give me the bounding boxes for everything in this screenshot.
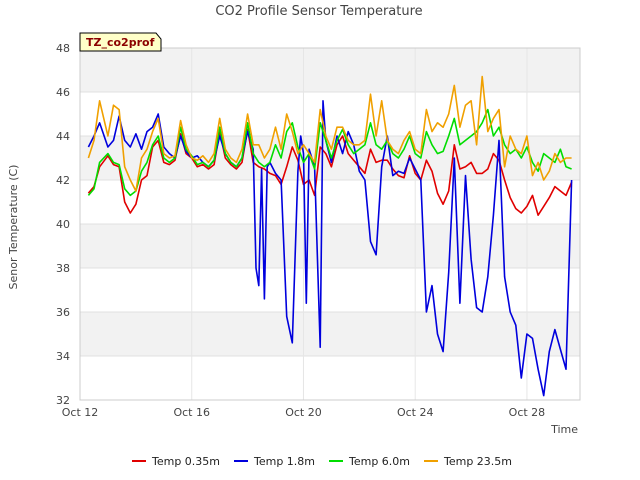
y-tick-label: 34 — [56, 350, 70, 363]
plot-frame — [79, 47, 581, 401]
y-tick-label: 38 — [56, 262, 70, 275]
y-axis-ticks: 32 34 36 38 40 42 44 46 48 — [56, 42, 70, 407]
legend-entry: Temp 0.35m — [151, 455, 220, 468]
y-tick-label: 46 — [56, 86, 70, 99]
series-lines — [87, 75, 573, 397]
series-line-3 — [87, 108, 572, 197]
y-tick-label: 44 — [56, 130, 70, 143]
y-axis-label: Senor Temperature (C) — [7, 165, 20, 290]
x-tick-label: Oct 20 — [285, 406, 322, 419]
x-axis-label: Time — [550, 423, 578, 436]
legend: Temp 0.35m Temp 1.8m Temp 6.0m Temp 23.5m — [132, 455, 512, 468]
series-line-4 — [87, 75, 572, 192]
x-axis-ticks: Oct 12 Oct 16 Oct 20 Oct 24 Oct 28 — [62, 406, 545, 419]
legend-entry: Temp 6.0m — [348, 455, 410, 468]
x-tick-label: Oct 28 — [509, 406, 546, 419]
x-tick-label: Oct 24 — [397, 406, 434, 419]
plot-band — [80, 48, 580, 92]
plot-band — [80, 312, 580, 356]
y-tick-label: 48 — [56, 42, 70, 55]
plot-band — [80, 356, 580, 400]
y-tick-label: 42 — [56, 174, 70, 187]
badge-label: TZ_co2prof — [86, 36, 155, 49]
plot-band — [80, 224, 580, 268]
y-tick-label: 36 — [56, 306, 70, 319]
badge-box — [79, 32, 162, 52]
plot-band — [80, 268, 580, 312]
series-line-1 — [87, 128, 573, 216]
chart-title: CO2 Profile Sensor Temperature — [215, 4, 422, 19]
legend-entry: Temp 23.5m — [443, 455, 512, 468]
y-tick-label: 40 — [56, 218, 70, 231]
y-tick-label: 32 — [56, 394, 70, 407]
legend-entry: Temp 1.8m — [253, 455, 315, 468]
plot-band — [80, 180, 580, 224]
x-tick-label: Oct 12 — [62, 406, 99, 419]
site-badge: TZ_co2prof — [79, 32, 162, 52]
plot-band — [80, 92, 580, 136]
x-tick-label: Oct 16 — [173, 406, 210, 419]
